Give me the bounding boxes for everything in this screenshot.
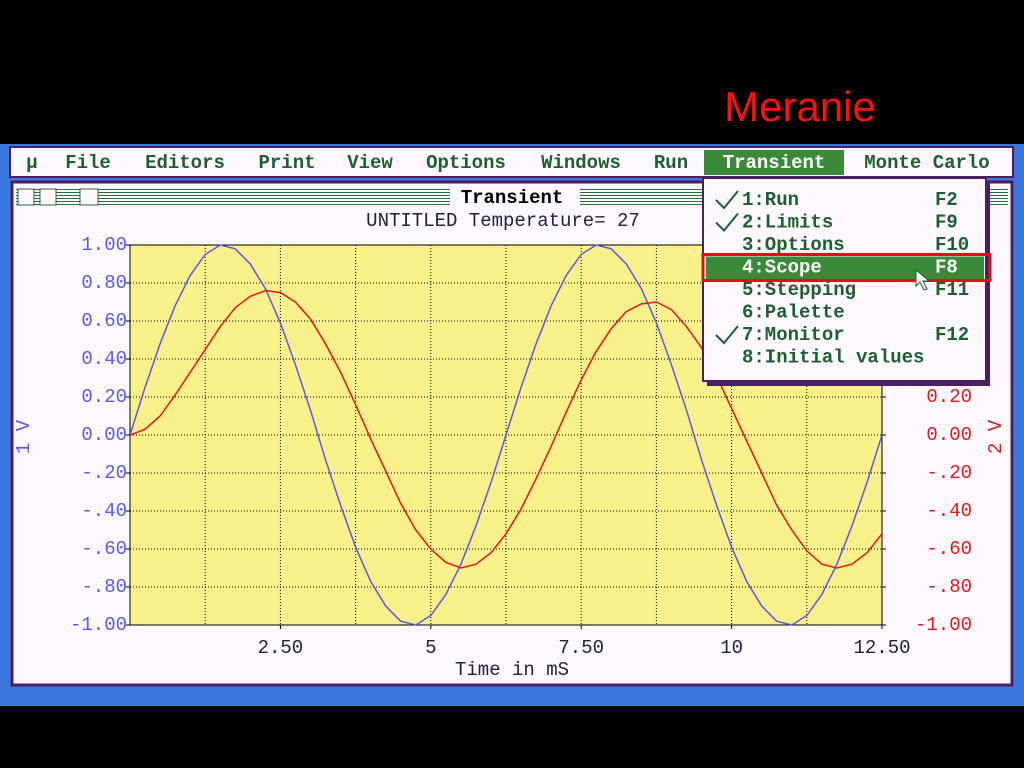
menu-shortcut: F10	[935, 234, 969, 256]
highlight-outline	[701, 253, 992, 282]
slide-title: Meranie	[724, 83, 876, 130]
check-mark	[715, 190, 739, 210]
y2-axis-label: 2 V	[985, 419, 1007, 454]
menu-items: µ File Editors Print View Options Windows Run Tr…	[26, 150, 990, 175]
menu-item[interactable]: Monte Carlo	[864, 152, 989, 174]
menu-highlight	[704, 150, 844, 175]
menu-shortcut: F11	[935, 279, 969, 301]
menu-item[interactable]: Windows	[541, 152, 621, 174]
menu-item[interactable]: Print	[258, 152, 315, 174]
menu-shortcut: F12	[935, 324, 969, 346]
menu-option[interactable]: 3:Options	[742, 234, 845, 256]
menu-item[interactable]: File	[65, 152, 111, 174]
y-tick-label: 0.00	[81, 424, 127, 446]
menu-shortcut: F2	[935, 189, 958, 211]
menu-option-highlight	[706, 256, 984, 280]
chart-title: UNTITLED Temperature= 27	[366, 210, 640, 232]
y2-tick-label: -.40	[926, 500, 972, 522]
y2-tick-label: 0.20	[926, 386, 972, 408]
menu-option[interactable]: 2:Limits	[742, 212, 833, 234]
menu-option[interactable]: 4:Scope	[742, 257, 822, 279]
menu-bar	[9, 146, 1014, 178]
y-axis-label: 1 V	[13, 419, 35, 454]
y2-tick-label: -.60	[926, 538, 972, 560]
y-tick-label: -.20	[81, 462, 127, 484]
dropdown-menu: 1:Run F2 2:Limits F9 3:Options F10 4:Scope F8 5:…	[701, 177, 992, 386]
check-mark	[715, 325, 739, 345]
window-control[interactable]	[17, 188, 35, 206]
y-tick-label: -1.00	[70, 614, 127, 636]
y2-tick-label: 0.00	[926, 424, 972, 446]
title-backing	[450, 187, 580, 207]
menu-option[interactable]: 6:Palette	[742, 302, 845, 324]
window-title: Transient	[461, 187, 564, 209]
check-mark	[715, 212, 739, 232]
y-tick-label: 1.00	[81, 234, 127, 256]
x-tick-label: 2.50	[258, 637, 304, 659]
series-line	[130, 244, 882, 626]
y2-tick-label: -1.00	[915, 614, 972, 636]
y-tick-label: 0.20	[81, 386, 127, 408]
menu-item[interactable]: Options	[426, 152, 506, 174]
x-tick-label: 7.50	[558, 637, 604, 659]
window-control[interactable]	[79, 188, 99, 206]
x-tick-label: 12.50	[853, 637, 910, 659]
menu-item[interactable]: µ	[26, 152, 37, 174]
series-line	[130, 289, 882, 569]
y-tick-label: -.40	[81, 500, 127, 522]
menu-item[interactable]: Transient	[723, 152, 826, 174]
menu-item[interactable]: Editors	[145, 152, 225, 174]
y-tick-label: 0.60	[81, 310, 127, 332]
y-tick-label: -.80	[81, 576, 127, 598]
y2-tick-label: -.20	[926, 462, 972, 484]
menu-shortcut: F8	[935, 257, 958, 279]
window-control[interactable]	[39, 188, 57, 206]
x-tick-label: 5	[425, 637, 436, 659]
menu-option[interactable]: 1:Run	[742, 189, 799, 211]
menu-item[interactable]: View	[347, 152, 393, 174]
menu-shortcut: F9	[935, 212, 958, 234]
y-tick-label: -.60	[81, 538, 127, 560]
y-tick-label: 0.80	[81, 272, 127, 294]
menu-item[interactable]: Run	[654, 152, 688, 174]
mouse-cursor	[915, 268, 931, 291]
menu-option[interactable]: 8:Initial values	[742, 347, 924, 369]
x-axis-label: Time in mS	[455, 659, 569, 681]
y-tick-label: 0.40	[81, 348, 127, 370]
menu-option[interactable]: 5:Stepping	[742, 279, 856, 301]
menu-option[interactable]: 7:Monitor	[742, 324, 845, 346]
x-tick-label: 10	[720, 637, 743, 659]
y2-tick-label: -.80	[926, 576, 972, 598]
